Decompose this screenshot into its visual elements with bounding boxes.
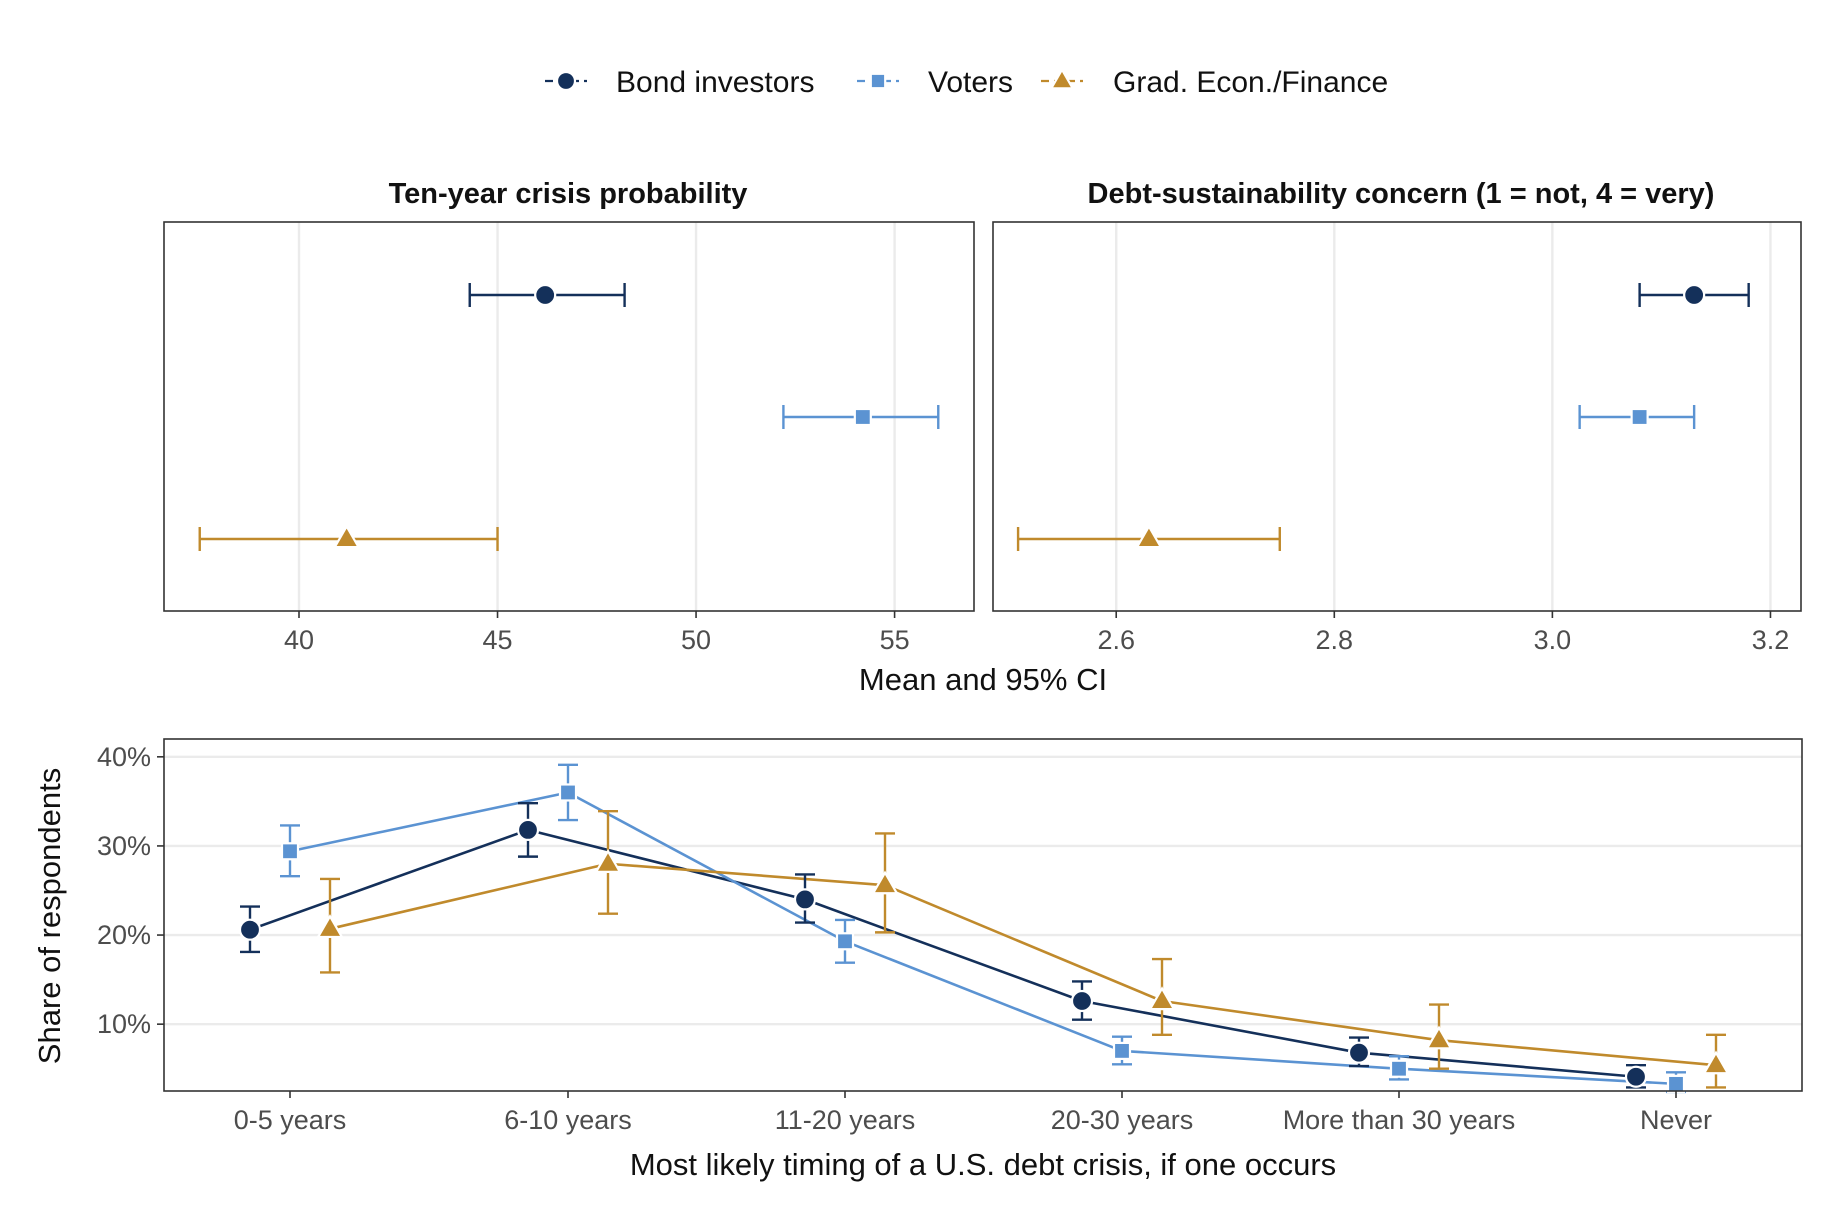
crisis-timing-bond-investors-never-point	[1624, 1065, 1648, 1088]
panel-crisis-probability: 40 45 50 55	[163, 221, 975, 655]
crisis-timing-bond-investors-11-20-years-point	[793, 888, 817, 911]
legend-key-grad-econ-finance	[1041, 67, 1083, 90]
legend: Bond investors Voters Grad. Econ./Financ…	[545, 66, 1388, 99]
panel-crisis-probability-border	[163, 221, 975, 612]
debt-concern-voters-mean-point	[1630, 407, 1649, 427]
crisis-timing-bond-investors-0-5-years-point	[238, 918, 262, 941]
debt-concern-x-tick-label-3-0: 3.0	[1534, 625, 1572, 655]
crisis-timing-grad-econ-finance-more-than-30-years-point	[1425, 1025, 1453, 1050]
crisis-timing-y-tick-label-40: 40%	[97, 742, 151, 772]
crisis-timing-grad-econ-finance-20-30-years-point	[1148, 986, 1176, 1011]
legend-item-grad-econ-finance: Grad. Econ./Finance	[1041, 66, 1388, 99]
panel-debt-concern-x-axis: 2.6 2.8 3.0 3.2	[1097, 611, 1789, 655]
legend-key-marker-voters	[869, 72, 887, 90]
crisis-timing-voters-6-10-years-point	[558, 783, 578, 802]
crisis-timing-bond-investors-6-10-years-point	[516, 818, 540, 841]
debt-concern-bond-investors-mean-point	[1683, 283, 1706, 307]
crisis-timing-x-tick-label-more-than-30-years: More than 30 years	[1283, 1105, 1516, 1135]
crisis-timing-bond-investors-20-30-years-point	[1070, 989, 1094, 1013]
panel-crisis-timing-y-axis: 10% 20% 30% 40%	[97, 742, 164, 1039]
crisis-timing-voters-never-point	[1666, 1074, 1686, 1093]
top-x-axis-title: Mean and 95% CI	[859, 662, 1107, 697]
crisis-timing-y-tick-label-10: 10%	[97, 1009, 151, 1039]
legend-key-marker-bond-investors	[555, 70, 577, 92]
legend-label-grad-econ-finance: Grad. Econ./Finance	[1113, 66, 1388, 99]
panel-crisis-timing: 0-5 years 6-10 years 11-20 years 20-30 year…	[97, 738, 1803, 1135]
legend-key-bond-investors	[545, 70, 587, 92]
crisis-timing-bond-investors-more-than-30-years-point	[1347, 1041, 1371, 1064]
crisis-timing-x-tick-label-never: Never	[1640, 1105, 1712, 1135]
crisis-probability-x-tick-label-40: 40	[284, 625, 314, 655]
crisis-timing-y-tick-label-20: 20%	[97, 920, 151, 950]
debt-concern-x-tick-label-2-8: 2.8	[1316, 625, 1354, 655]
crisis-timing-voters-11-20-years-point	[835, 932, 855, 951]
panel-crisis-timing-border	[163, 738, 1803, 1092]
crisis-probability-x-tick-label-55: 55	[880, 625, 910, 655]
bottom-x-axis-title: Most likely timing of a U.S. debt crisis…	[630, 1147, 1336, 1182]
panel-crisis-probability-marks	[198, 283, 940, 551]
legend-key-voters	[857, 72, 899, 90]
crisis-timing-grad-econ-finance-never-point	[1702, 1050, 1730, 1075]
crisis-probability-x-tick-label-45: 45	[483, 625, 513, 655]
debt-concern-x-tick-label-2-6: 2.6	[1097, 625, 1135, 655]
legend-item-bond-investors: Bond investors	[545, 66, 814, 99]
crisis-probability-bond-investors-mean-point	[534, 283, 557, 307]
crisis-probability-grad-econ-finance-mean-point	[332, 524, 361, 549]
panel-debt-concern-border	[992, 221, 1802, 612]
crisis-timing-x-tick-label-0-5-years: 0-5 years	[234, 1105, 347, 1135]
panel-crisis-timing-grid	[164, 755, 1802, 1026]
debt-concern-grad-econ-finance-mean-point	[1135, 524, 1163, 549]
legend-key-marker-grad-econ-finance	[1049, 67, 1075, 90]
crisis-timing-grad-econ-finance-11-20-years-point	[871, 870, 899, 895]
crisis-probability-voters-mean-point	[853, 407, 872, 427]
debt-concern-x-tick-label-3-2: 3.2	[1752, 625, 1790, 655]
crisis-timing-grad-econ-finance-6-10-years-point	[594, 849, 622, 873]
legend-label-bond-investors: Bond investors	[616, 66, 814, 99]
panel-debt-concern-marks	[1016, 283, 1750, 551]
crisis-timing-voters-more-than-30-years-point	[1389, 1059, 1409, 1078]
legend-label-voters: Voters	[928, 66, 1013, 99]
legend-item-voters: Voters	[857, 66, 1013, 99]
crisis-timing-grad-econ-finance-0-5-years-point	[316, 914, 344, 939]
crisis-timing-voters-20-30-years-point	[1112, 1041, 1132, 1060]
panel-debt-concern-grid	[1115, 222, 1772, 611]
facet-title-debt-concern: Debt-sustainability concern (1 = not, 4 …	[1088, 178, 1715, 210]
panel-debt-concern: 2.6 2.8 3.0 3.2	[992, 221, 1802, 655]
crisis-probability-x-tick-label-50: 50	[681, 625, 711, 655]
crisis-timing-line-grad-econ-finance	[329, 862, 1717, 1067]
panel-crisis-timing-x-axis: 0-5 years 6-10 years 11-20 years 20-30 year…	[234, 1091, 1712, 1135]
facet-title-crisis-probability: Ten-year crisis probability	[389, 178, 748, 210]
crisis-timing-voters-0-5-years-point	[280, 842, 300, 861]
crisis-timing-x-tick-label-6-10-years: 6-10 years	[504, 1105, 632, 1135]
crisis-timing-x-tick-label-20-30-years: 20-30 years	[1051, 1105, 1194, 1135]
crisis-timing-x-tick-label-11-20-years: 11-20 years	[775, 1105, 916, 1135]
panel-crisis-timing-marks	[238, 763, 1730, 1094]
panel-crisis-probability-x-axis: 40 45 50 55	[284, 611, 910, 655]
bottom-y-axis-title: Share of respondents	[32, 768, 67, 1064]
crisis-timing-y-tick-label-30: 30%	[97, 831, 151, 861]
